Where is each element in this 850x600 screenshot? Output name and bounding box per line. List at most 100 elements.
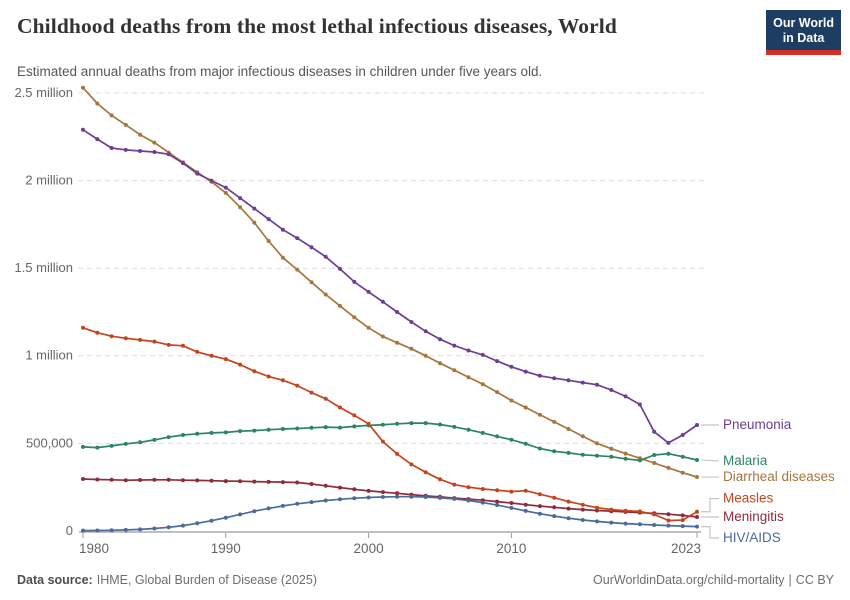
series-point-malaria[interactable] — [452, 424, 457, 429]
footer-link[interactable]: OurWorldinData.org/child-mortality — [593, 573, 785, 587]
series-point-measles[interactable] — [695, 509, 699, 514]
series-point-malaria[interactable] — [652, 453, 657, 457]
series-point-pneumonia[interactable] — [423, 329, 428, 334]
series-point-pneumonia[interactable] — [81, 127, 85, 132]
series-point-measles[interactable] — [81, 325, 85, 330]
series-point-meningitis[interactable] — [495, 499, 500, 504]
series-point-pneumonia[interactable] — [123, 147, 128, 152]
series-point-pneumonia[interactable] — [537, 373, 542, 378]
series-point-malaria[interactable] — [280, 427, 285, 431]
series-point-measles[interactable] — [680, 518, 685, 523]
series-point-malaria[interactable] — [309, 425, 314, 430]
series-point-meningitis[interactable] — [352, 487, 357, 492]
series-point-malaria[interactable] — [195, 431, 200, 436]
series-point-meningitis[interactable] — [509, 501, 514, 505]
series-point-measles[interactable] — [537, 492, 542, 497]
series-point-malaria[interactable] — [223, 430, 228, 435]
series-point-measles[interactable] — [238, 362, 243, 367]
legend-label-pneumonia[interactable]: Pneumonia — [723, 417, 792, 432]
series-point-pneumonia[interactable] — [266, 217, 271, 222]
series-point-malaria[interactable] — [209, 430, 214, 435]
series-line-hiv-aids[interactable] — [82, 495, 698, 532]
series-point-malaria[interactable] — [152, 437, 157, 442]
series-point-hiv-aids[interactable] — [580, 518, 585, 522]
series-point-pneumonia[interactable] — [109, 146, 114, 150]
series-point-measles[interactable] — [452, 482, 457, 487]
series-point-malaria[interactable] — [109, 443, 114, 448]
series-point-measles[interactable] — [552, 495, 557, 500]
series-point-pneumonia[interactable] — [595, 382, 599, 387]
series-point-hiv-aids[interactable] — [295, 501, 300, 506]
series-point-meningitis[interactable] — [209, 478, 214, 483]
series-line-measles[interactable] — [82, 326, 698, 522]
series-point-diarrheal-diseases[interactable] — [123, 122, 128, 127]
series-point-meningitis[interactable] — [81, 477, 85, 481]
series-point-hiv-aids[interactable] — [209, 518, 214, 523]
series-point-malaria[interactable] — [352, 424, 357, 429]
series-point-diarrheal-diseases[interactable] — [466, 375, 471, 380]
series-point-hiv-aids[interactable] — [266, 506, 271, 511]
series-point-pneumonia[interactable] — [452, 343, 457, 348]
series-point-meningitis[interactable] — [366, 488, 371, 493]
series-point-malaria[interactable] — [295, 426, 300, 431]
series-point-pneumonia[interactable] — [637, 402, 642, 407]
series-point-hiv-aids[interactable] — [395, 494, 400, 499]
series-point-hiv-aids[interactable] — [452, 496, 457, 501]
series-point-malaria[interactable] — [523, 441, 528, 446]
series-point-measles[interactable] — [181, 343, 185, 348]
series-point-pneumonia[interactable] — [609, 388, 614, 392]
series-point-malaria[interactable] — [438, 422, 442, 427]
series-point-diarrheal-diseases[interactable] — [323, 292, 328, 297]
series-point-pneumonia[interactable] — [238, 196, 243, 201]
series-point-measles[interactable] — [195, 349, 200, 354]
series-point-malaria[interactable] — [323, 425, 328, 430]
series-point-diarrheal-diseases[interactable] — [366, 325, 371, 330]
series-point-measles[interactable] — [566, 499, 571, 504]
series-point-meningitis[interactable] — [181, 478, 185, 483]
series-point-meningitis[interactable] — [323, 483, 328, 488]
series-point-pneumonia[interactable] — [580, 380, 585, 385]
series-point-pneumonia[interactable] — [523, 369, 528, 374]
series-point-hiv-aids[interactable] — [152, 526, 157, 531]
series-point-hiv-aids[interactable] — [552, 514, 557, 519]
series-point-malaria[interactable] — [138, 440, 143, 445]
series-point-diarrheal-diseases[interactable] — [438, 361, 442, 366]
series-point-malaria[interactable] — [380, 422, 385, 427]
series-point-diarrheal-diseases[interactable] — [81, 85, 85, 90]
series-point-pneumonia[interactable] — [181, 161, 185, 166]
series-point-measles[interactable] — [609, 507, 614, 512]
series-point-meningitis[interactable] — [252, 479, 257, 484]
series-point-measles[interactable] — [266, 374, 271, 379]
series-point-hiv-aids[interactable] — [81, 528, 85, 533]
series-point-diarrheal-diseases[interactable] — [252, 220, 257, 225]
series-point-pneumonia[interactable] — [566, 378, 571, 383]
series-point-measles[interactable] — [480, 487, 485, 491]
series-point-diarrheal-diseases[interactable] — [280, 255, 285, 260]
series-line-diarrheal-diseases[interactable] — [82, 87, 698, 478]
series-point-measles[interactable] — [423, 470, 428, 475]
series-point-malaria[interactable] — [680, 454, 685, 459]
series-point-hiv-aids[interactable] — [280, 503, 285, 508]
series-point-diarrheal-diseases[interactable] — [680, 470, 685, 475]
series-point-hiv-aids[interactable] — [338, 497, 342, 502]
series-line-pneumonia[interactable] — [82, 129, 698, 444]
series-point-measles[interactable] — [438, 477, 442, 482]
series-point-malaria[interactable] — [95, 445, 100, 450]
series-point-pneumonia[interactable] — [223, 185, 228, 190]
series-point-measles[interactable] — [166, 342, 171, 347]
series-point-meningitis[interactable] — [109, 477, 114, 482]
series-point-hiv-aids[interactable] — [409, 494, 414, 499]
series-point-hiv-aids[interactable] — [637, 522, 642, 527]
series-point-meningitis[interactable] — [138, 478, 143, 482]
series-point-measles[interactable] — [666, 518, 671, 523]
series-point-hiv-aids[interactable] — [537, 511, 542, 516]
series-point-measles[interactable] — [309, 390, 314, 395]
series-point-pneumonia[interactable] — [680, 433, 685, 437]
series-point-measles[interactable] — [138, 337, 143, 342]
series-point-pneumonia[interactable] — [438, 337, 442, 342]
series-point-pneumonia[interactable] — [409, 320, 414, 324]
series-point-diarrheal-diseases[interactable] — [595, 441, 599, 446]
series-point-malaria[interactable] — [266, 427, 271, 432]
series-point-pneumonia[interactable] — [323, 254, 328, 259]
series-point-hiv-aids[interactable] — [166, 525, 171, 530]
